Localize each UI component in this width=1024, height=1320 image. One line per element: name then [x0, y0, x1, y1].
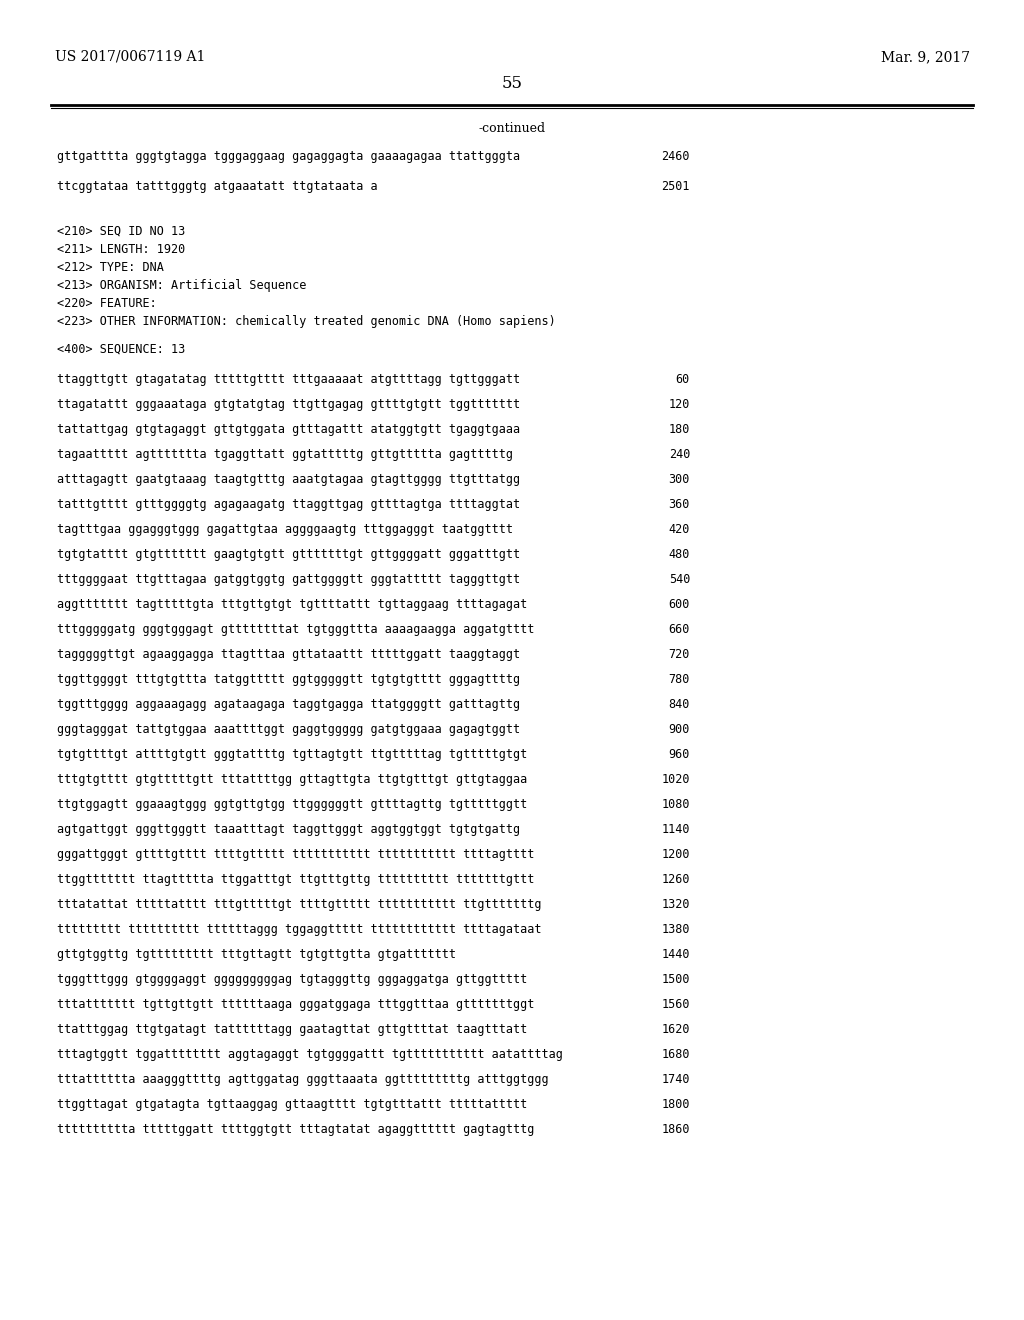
- Text: 480: 480: [669, 548, 690, 561]
- Text: ttaggttgtt gtagatatag tttttgtttt tttgaaaaat atgttttagg tgttgggatt: ttaggttgtt gtagatatag tttttgtttt tttgaaa…: [57, 374, 520, 385]
- Text: tagtttgaa ggagggtggg gagattgtaa aggggaagtg tttggagggt taatggtttt: tagtttgaa ggagggtggg gagattgtaa aggggaag…: [57, 523, 513, 536]
- Text: 60: 60: [676, 374, 690, 385]
- Text: gttgatttta gggtgtagga tgggaggaag gagaggagta gaaaagagaa ttattgggta: gttgatttta gggtgtagga tgggaggaag gagagga…: [57, 150, 520, 162]
- Text: 1140: 1140: [662, 822, 690, 836]
- Text: tttatttttta aaagggttttg agttggatag gggttaaata ggtttttttttg atttggtggg: tttatttttta aaagggttttg agttggatag gggtt…: [57, 1073, 549, 1086]
- Text: tagggggttgt agaaggagga ttagtttaa gttataattt tttttggatt taaggtaggt: tagggggttgt agaaggagga ttagtttaa gttataa…: [57, 648, 520, 661]
- Text: <213> ORGANISM: Artificial Sequence: <213> ORGANISM: Artificial Sequence: [57, 279, 306, 292]
- Text: <223> OTHER INFORMATION: chemically treated genomic DNA (Homo sapiens): <223> OTHER INFORMATION: chemically trea…: [57, 315, 556, 327]
- Text: atttagagtt gaatgtaaag taagtgtttg aaatgtagaa gtagttgggg ttgtttatgg: atttagagtt gaatgtaaag taagtgtttg aaatgta…: [57, 473, 520, 486]
- Text: <210> SEQ ID NO 13: <210> SEQ ID NO 13: [57, 224, 185, 238]
- Text: tttggggaat ttgtttagaa gatggtggtg gattggggtt gggtattttt tagggttgtt: tttggggaat ttgtttagaa gatggtggtg gattggg…: [57, 573, 520, 586]
- Text: 720: 720: [669, 648, 690, 661]
- Text: tttagtggtt tggatttttttt aggtagaggt tgtggggattt tgttttttttttt aatattttag: tttagtggtt tggatttttttt aggtagaggt tgtgg…: [57, 1048, 563, 1061]
- Text: 1500: 1500: [662, 973, 690, 986]
- Text: 360: 360: [669, 498, 690, 511]
- Text: ttagatattt gggaaataga gtgtatgtag ttgttgagag gttttgtgtt tggttttttt: ttagatattt gggaaataga gtgtatgtag ttgttga…: [57, 399, 520, 411]
- Text: 1740: 1740: [662, 1073, 690, 1086]
- Text: 120: 120: [669, 399, 690, 411]
- Text: gggtagggat tattgtggaa aaattttggt gaggtggggg gatgtggaaa gagagtggtt: gggtagggat tattgtggaa aaattttggt gaggtgg…: [57, 723, 520, 737]
- Text: 1800: 1800: [662, 1098, 690, 1111]
- Text: aggttttttt tagtttttgta tttgttgtgt tgttttattt tgttaggaag ttttagagat: aggttttttt tagtttttgta tttgttgtgt tgtttt…: [57, 598, 527, 611]
- Text: gttgtggttg tgttttttttt tttgttagtt tgtgttgtta gtgattttttt: gttgtggttg tgttttttttt tttgttagtt tgtgtt…: [57, 948, 456, 961]
- Text: 2460: 2460: [662, 150, 690, 162]
- Text: <211> LENGTH: 1920: <211> LENGTH: 1920: [57, 243, 185, 256]
- Text: <220> FEATURE:: <220> FEATURE:: [57, 297, 157, 310]
- Text: tggttggggt tttgtgttta tatggttttt ggtgggggtt tgtgtgtttt gggagttttg: tggttggggt tttgtgttta tatggttttt ggtgggg…: [57, 673, 520, 686]
- Text: 1260: 1260: [662, 873, 690, 886]
- Text: tttattttttt tgttgttgtt ttttttaaga gggatggaga tttggtttaa gtttttttggt: tttattttttt tgttgttgtt ttttttaaga gggatg…: [57, 998, 535, 1011]
- Text: tattattgag gtgtagaggt gttgtggata gtttagattt atatggtgtt tgaggtgaaa: tattattgag gtgtagaggt gttgtggata gtttaga…: [57, 422, 520, 436]
- Text: ttatttggag ttgtgatagt tattttttagg gaatagttat gttgttttat taagtttatt: ttatttggag ttgtgatagt tattttttagg gaatag…: [57, 1023, 527, 1036]
- Text: 1080: 1080: [662, 799, 690, 810]
- Text: 420: 420: [669, 523, 690, 536]
- Text: gggattgggt gttttgtttt ttttgttttt ttttttttttt ttttttttttt ttttagtttt: gggattgggt gttttgtttt ttttgttttt ttttttt…: [57, 847, 535, 861]
- Text: tttgggggatg gggtgggagt gttttttttat tgtgggttta aaaagaagga aggatgtttt: tttgggggatg gggtgggagt gttttttttat tgtgg…: [57, 623, 535, 636]
- Text: 1440: 1440: [662, 948, 690, 961]
- Text: ttgtggagtt ggaaagtggg ggtgttgtgg ttggggggtt gttttagttg tgtttttggtt: ttgtggagtt ggaaagtggg ggtgttgtgg ttggggg…: [57, 799, 527, 810]
- Text: US 2017/0067119 A1: US 2017/0067119 A1: [55, 50, 206, 63]
- Text: 1020: 1020: [662, 774, 690, 785]
- Text: tttttttttta tttttggatt ttttggtgtt tttagtatat agaggtttttt gagtagtttg: tttttttttta tttttggatt ttttggtgtt tttagt…: [57, 1123, 535, 1137]
- Text: agtgattggt gggttgggtt taaatttagt taggttgggt aggtggtggt tgtgtgattg: agtgattggt gggttgggtt taaatttagt taggttg…: [57, 822, 520, 836]
- Text: 2501: 2501: [662, 180, 690, 193]
- Text: tggtttgggg aggaaagagg agataagaga taggtgagga ttatggggtt gatttagttg: tggtttgggg aggaaagagg agataagaga taggtga…: [57, 698, 520, 711]
- Text: ttcggtataa tatttgggtg atgaaatatt ttgtataata a: ttcggtataa tatttgggtg atgaaatatt ttgtata…: [57, 180, 378, 193]
- Text: 1200: 1200: [662, 847, 690, 861]
- Text: 240: 240: [669, 447, 690, 461]
- Text: 780: 780: [669, 673, 690, 686]
- Text: Mar. 9, 2017: Mar. 9, 2017: [881, 50, 970, 63]
- Text: 900: 900: [669, 723, 690, 737]
- Text: 600: 600: [669, 598, 690, 611]
- Text: tagaattttt agttttttta tgaggttatt ggtatttttg gttgttttta gagtttttg: tagaattttt agttttttta tgaggttatt ggtattt…: [57, 447, 513, 461]
- Text: 180: 180: [669, 422, 690, 436]
- Text: 55: 55: [502, 75, 522, 92]
- Text: tatttgtttt gtttggggtg agagaagatg ttaggttgag gttttagtga ttttaggtat: tatttgtttt gtttggggtg agagaagatg ttaggtt…: [57, 498, 520, 511]
- Text: <400> SEQUENCE: 13: <400> SEQUENCE: 13: [57, 343, 185, 356]
- Text: -continued: -continued: [478, 121, 546, 135]
- Text: 840: 840: [669, 698, 690, 711]
- Text: 300: 300: [669, 473, 690, 486]
- Text: tgggtttggg gtggggaggt gggggggggag tgtagggttg gggaggatga gttggttttt: tgggtttggg gtggggaggt gggggggggag tgtagg…: [57, 973, 527, 986]
- Text: tgtgttttgt attttgtgtt gggtattttg tgttagtgtt ttgtttttag tgtttttgtgt: tgtgttttgt attttgtgtt gggtattttg tgttagt…: [57, 748, 527, 762]
- Text: tttatattat tttttatttt tttgtttttgt ttttgttttt ttttttttttt ttgtttttttg: tttatattat tttttatttt tttgtttttgt ttttgt…: [57, 898, 542, 911]
- Text: tgtgtatttt gtgttttttt gaagtgtgtt gtttttttgt gttggggatt gggatttgtt: tgtgtatttt gtgttttttt gaagtgtgtt gtttttt…: [57, 548, 520, 561]
- Text: 540: 540: [669, 573, 690, 586]
- Text: ttggttttttt ttagttttta ttggatttgt ttgtttgttg tttttttttt tttttttgttt: ttggttttttt ttagttttta ttggatttgt ttgttt…: [57, 873, 535, 886]
- Text: ttttttttt tttttttttt ttttttaggg tggaggttttt tttttttttttt ttttagataat: ttttttttt tttttttttt ttttttaggg tggaggtt…: [57, 923, 542, 936]
- Text: <212> TYPE: DNA: <212> TYPE: DNA: [57, 261, 164, 275]
- Text: 960: 960: [669, 748, 690, 762]
- Text: tttgtgtttt gtgtttttgtt tttattttgg gttagttgta ttgtgtttgt gttgtaggaa: tttgtgtttt gtgtttttgtt tttattttgg gttagt…: [57, 774, 527, 785]
- Text: 1620: 1620: [662, 1023, 690, 1036]
- Text: 1560: 1560: [662, 998, 690, 1011]
- Text: 1380: 1380: [662, 923, 690, 936]
- Text: ttggttagat gtgatagta tgttaaggag gttaagtttt tgtgtttattt tttttattttt: ttggttagat gtgatagta tgttaaggag gttaagtt…: [57, 1098, 527, 1111]
- Text: 1680: 1680: [662, 1048, 690, 1061]
- Text: 660: 660: [669, 623, 690, 636]
- Text: 1320: 1320: [662, 898, 690, 911]
- Text: 1860: 1860: [662, 1123, 690, 1137]
